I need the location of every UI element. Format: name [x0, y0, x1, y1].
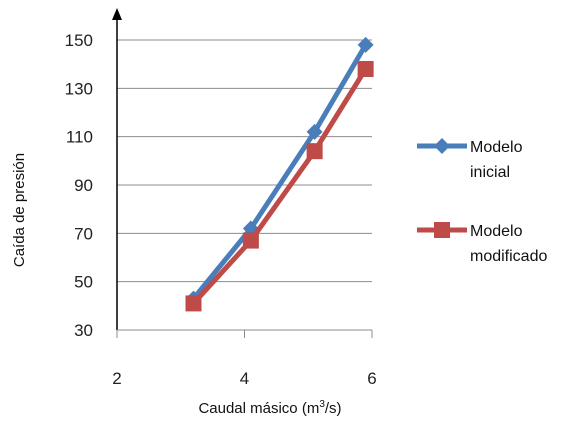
legend-label: inicial: [470, 164, 510, 181]
data-point: [306, 143, 323, 160]
y-tick-label: 150: [65, 31, 93, 50]
y-tick-label: 30: [74, 321, 93, 340]
legend-marker: [434, 138, 450, 154]
x-tick-label: 6: [367, 369, 376, 388]
y-axis-title: Caída de presión: [11, 153, 28, 267]
data-point: [357, 36, 374, 53]
y-tick-label: 110: [66, 128, 93, 147]
legend-label: Modelo: [470, 139, 523, 156]
legend-marker: [434, 222, 450, 238]
series-line: [191, 67, 368, 306]
x-axis-title-text: Caudal másico (m: [198, 400, 319, 417]
legend-label: modificado: [470, 248, 547, 265]
gridlines: [117, 39, 372, 331]
y-tick-label: 70: [74, 224, 93, 243]
x-tick-label: 2: [112, 369, 121, 388]
legend: Modelo inicial Modelo modificado: [417, 138, 547, 265]
series-2: [185, 61, 374, 312]
y-tick-label: 50: [74, 273, 93, 292]
axes: [112, 8, 373, 338]
y-tick-label: 130: [65, 79, 93, 98]
data-point: [242, 232, 259, 249]
x-tick-labels: 2 4 6: [112, 369, 376, 388]
legend-label: Modelo: [470, 223, 523, 240]
y-axis-arrow-icon: [112, 8, 122, 20]
series-1: [185, 36, 374, 307]
series-group: [185, 36, 374, 312]
data-point: [185, 295, 202, 312]
x-tick-label: 4: [240, 369, 249, 388]
x-axis-title-superscript: 3: [319, 399, 325, 410]
data-point: [357, 61, 374, 77]
y-tick-labels: 30 50 70 90 110 130 150: [65, 31, 93, 340]
y-tick-label: 90: [74, 176, 93, 195]
legend-item-1: Modelo inicial: [417, 138, 523, 181]
x-axis-title: Caudal másico (m3/s): [198, 399, 341, 417]
data-point: [306, 123, 323, 140]
legend-item-2: Modelo modificado: [417, 222, 547, 265]
series-line: [191, 43, 368, 301]
x-axis-title-text-end: /s): [325, 400, 342, 417]
